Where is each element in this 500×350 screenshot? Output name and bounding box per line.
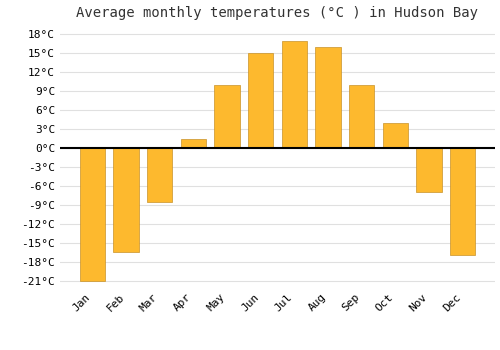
Bar	[114, 148, 138, 252]
Bar	[382, 123, 408, 148]
Bar	[282, 41, 307, 148]
Bar	[80, 148, 105, 281]
Bar	[180, 139, 206, 148]
Bar	[316, 47, 340, 148]
Bar	[248, 53, 274, 148]
Bar	[349, 85, 374, 148]
Bar	[147, 148, 172, 202]
Bar	[416, 148, 442, 192]
Title: Average monthly temperatures (°C ) in Hudson Bay: Average monthly temperatures (°C ) in Hu…	[76, 6, 478, 20]
Bar	[214, 85, 240, 148]
Bar	[450, 148, 475, 256]
